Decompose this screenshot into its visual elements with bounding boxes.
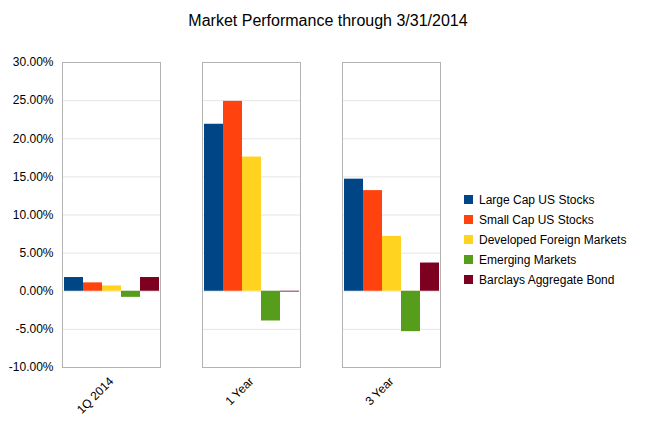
svg-text:1 Year: 1 Year [222, 374, 256, 408]
svg-text:20.00%: 20.00% [13, 132, 54, 146]
svg-text:0.00%: 0.00% [19, 284, 53, 298]
svg-text:30.00%: 30.00% [13, 55, 54, 69]
svg-text:-10.00%: -10.00% [9, 360, 54, 374]
svg-text:10.00%: 10.00% [13, 208, 54, 222]
html-text:Small Cap US Stocks: Small Cap US Stocks [479, 212, 594, 227]
html-text:Barclays Aggregate Bond: Barclays Aggregate Bond [479, 272, 615, 287]
svg-text:15.00%: 15.00% [13, 170, 54, 184]
svg-text:3 Year: 3 Year [362, 374, 396, 408]
svg-text:-5.00%: -5.00% [15, 322, 53, 336]
html-text:Market Performance through 3/3: Market Performance through 3/31/2014 [188, 12, 468, 29]
svg-text:25.00%: 25.00% [13, 93, 54, 107]
html-text:Developed Foreign Markets: Developed Foreign Markets [479, 232, 627, 247]
svg-text:5.00%: 5.00% [19, 246, 53, 260]
svg-text:1Q 2014: 1Q 2014 [74, 374, 117, 417]
html-text:Emerging Markets: Emerging Markets [479, 252, 577, 267]
html-text:Large Cap US Stocks: Large Cap US Stocks [479, 192, 595, 207]
